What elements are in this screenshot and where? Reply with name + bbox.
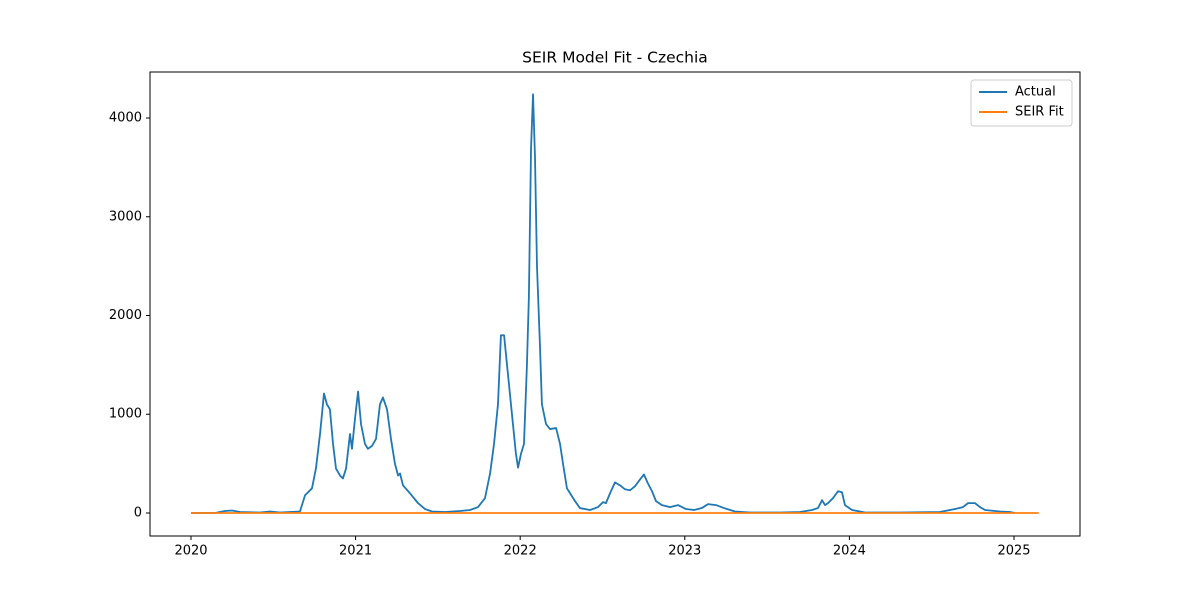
x-tick-label: 2023 [668, 544, 701, 559]
x-tick-label: 2025 [997, 544, 1030, 559]
chart-title: SEIR Model Fit - Czechia [522, 49, 708, 67]
x-tick-label: 2024 [833, 544, 866, 559]
x-tick-label: 2020 [174, 544, 207, 559]
x-tick-label: 2022 [504, 544, 537, 559]
y-tick-label: 0 [134, 505, 142, 520]
plot-frame [149, 71, 1081, 537]
x-tick-label: 2021 [339, 544, 372, 559]
y-tick-label: 1000 [109, 407, 142, 422]
y-tick-label: 2000 [109, 308, 142, 323]
y-tick-label: 3000 [109, 209, 142, 224]
series-line [190, 93, 1016, 514]
legend-label: SEIR Fit [1015, 105, 1064, 120]
y-tick-label: 4000 [109, 111, 142, 126]
legend-label: Actual [1015, 85, 1056, 100]
